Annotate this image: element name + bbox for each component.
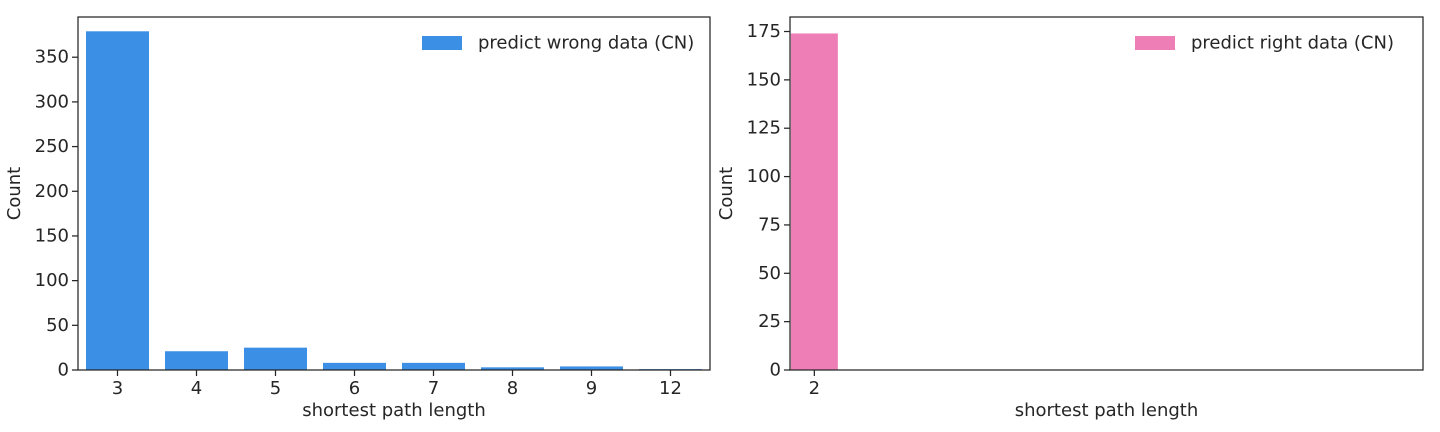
y-axis-label: Count (716, 167, 737, 220)
chart-left: 0 50 100 150 200 250 300 350 3 4 5 6 7 8 9 12 shortest p… (4, 16, 711, 421)
y-tick-label: 100 (35, 270, 69, 291)
y-tick-label: 175 (747, 21, 781, 42)
y-tick-label: 50 (46, 315, 69, 336)
chart-right: 0 25 50 75 100 125 150 175 2 shortest path length… (716, 16, 1424, 421)
x-tick-label: 2 (809, 378, 820, 399)
x-tick-label: 3 (112, 378, 123, 399)
x-tick-label: 4 (191, 378, 202, 399)
bar-3 (86, 31, 149, 370)
legend-label: predict wrong data (CN) (478, 33, 694, 54)
y-tick-label: 25 (758, 311, 781, 332)
plot-frame (77, 16, 711, 371)
bar-2 (790, 33, 838, 370)
y-tick-label: 0 (58, 360, 69, 381)
y-tick-label: 125 (747, 118, 781, 139)
legend-swatch (422, 36, 462, 50)
bar-9 (560, 366, 623, 370)
y-tick-label: 75 (758, 214, 781, 235)
bar-6 (323, 362, 386, 370)
y-tick-label: 150 (747, 69, 781, 90)
legend-label: predict right data (CN) (1191, 33, 1394, 54)
bar-7 (402, 362, 465, 370)
bar-4 (165, 351, 228, 370)
y-tick-label: 350 (35, 47, 69, 68)
x-tick-label: 12 (659, 378, 682, 399)
y-tick-label: 250 (35, 136, 69, 157)
y-tick-label: 300 (35, 91, 69, 112)
legend: predict wrong data (CN) (422, 33, 694, 54)
x-axis-label: shortest path length (1015, 400, 1199, 421)
x-tick-label: 6 (349, 378, 360, 399)
y-tick-label: 150 (35, 225, 69, 246)
x-tick-label: 7 (428, 378, 439, 399)
legend: predict right data (CN) (1135, 33, 1394, 54)
x-tick-label: 9 (586, 378, 597, 399)
bar-8 (481, 367, 544, 370)
x-axis-label: shortest path length (302, 400, 486, 421)
x-tick-label: 8 (507, 378, 518, 399)
legend-swatch (1135, 36, 1175, 50)
plot-frame (789, 16, 1424, 371)
bar-5 (244, 347, 307, 370)
y-axis-label: Count (4, 167, 25, 220)
x-tick-label: 5 (270, 378, 281, 399)
y-tick-label: 200 (35, 181, 69, 202)
y-tick-label: 100 (747, 166, 781, 187)
y-tick-label: 50 (758, 263, 781, 284)
y-tick-label: 0 (770, 360, 781, 381)
